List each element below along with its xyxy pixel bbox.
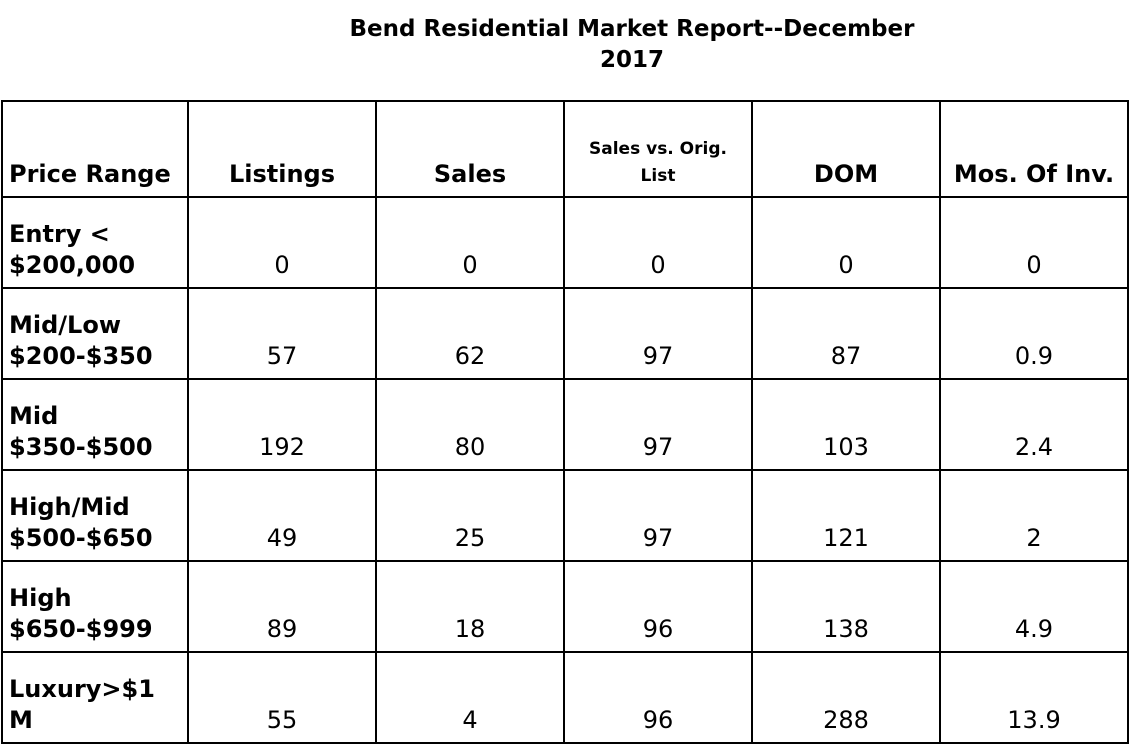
dom-cell: 103 [751,378,941,471]
price-range-cell: Mid/Low $200-$350 [1,287,189,380]
sales-vs-orig-cell: 97 [563,469,753,562]
months-inventory-cell: 0.9 [939,287,1129,380]
sales-vs-orig-cell: 97 [563,378,753,471]
table-row: Luxury>$1 M 55 4 96 288 13.9 [1,651,1129,744]
dom-cell: 288 [751,651,941,744]
header-dom: DOM [751,100,941,198]
months-inventory-cell: 2 [939,469,1129,562]
sales-cell: 4 [375,651,565,744]
sales-vs-orig-cell: 96 [563,560,753,653]
header-sales: Sales [375,100,565,198]
months-inventory-cell: 13.9 [939,651,1129,744]
table-row: High/Mid $500-$650 49 25 97 121 2 [1,469,1129,562]
months-inventory-cell: 2.4 [939,378,1129,471]
market-report-table: Price Range Listings Sales Sales vs. Ori… [1,100,1129,744]
dom-cell: 138 [751,560,941,653]
sales-cell: 62 [375,287,565,380]
report-title-line1: Bend Residential Market Report--December [349,16,915,42]
listings-cell: 89 [187,560,377,653]
report-title-line2: 2017 [599,47,664,73]
dom-cell: 87 [751,287,941,380]
months-inventory-cell: 4.9 [939,560,1129,653]
listings-cell: 55 [187,651,377,744]
table-row: Mid $350-$500 192 80 97 103 2.4 [1,378,1129,471]
sales-cell: 0 [375,196,565,289]
sales-cell: 18 [375,560,565,653]
months-inventory-cell: 0 [939,196,1129,289]
listings-cell: 0 [187,196,377,289]
dom-cell: 0 [751,196,941,289]
dom-cell: 121 [751,469,941,562]
header-sales-vs-orig-list: Sales vs. Orig. List [563,100,753,198]
price-range-cell: Entry < $200,000 [1,196,189,289]
table-row: Mid/Low $200-$350 57 62 97 87 0.9 [1,287,1129,380]
header-listings: Listings [187,100,377,198]
price-range-cell: High/Mid $500-$650 [1,469,189,562]
report-title: Bend Residential Market Report--December… [0,14,1129,76]
table-row: High $650-$999 89 18 96 138 4.9 [1,560,1129,653]
sales-cell: 25 [375,469,565,562]
sales-vs-orig-cell: 96 [563,651,753,744]
price-range-cell: High $650-$999 [1,560,189,653]
listings-cell: 57 [187,287,377,380]
sales-cell: 80 [375,378,565,471]
listings-cell: 192 [187,378,377,471]
listings-cell: 49 [187,469,377,562]
table-row: Entry < $200,000 0 0 0 0 0 [1,196,1129,289]
header-price-range: Price Range [1,100,189,198]
sales-vs-orig-cell: 97 [563,287,753,380]
price-range-cell: Luxury>$1 M [1,651,189,744]
sales-vs-orig-cell: 0 [563,196,753,289]
price-range-cell: Mid $350-$500 [1,378,189,471]
header-row: Price Range Listings Sales Sales vs. Ori… [1,100,1129,198]
header-months-of-inventory: Mos. Of Inv. [939,100,1129,198]
